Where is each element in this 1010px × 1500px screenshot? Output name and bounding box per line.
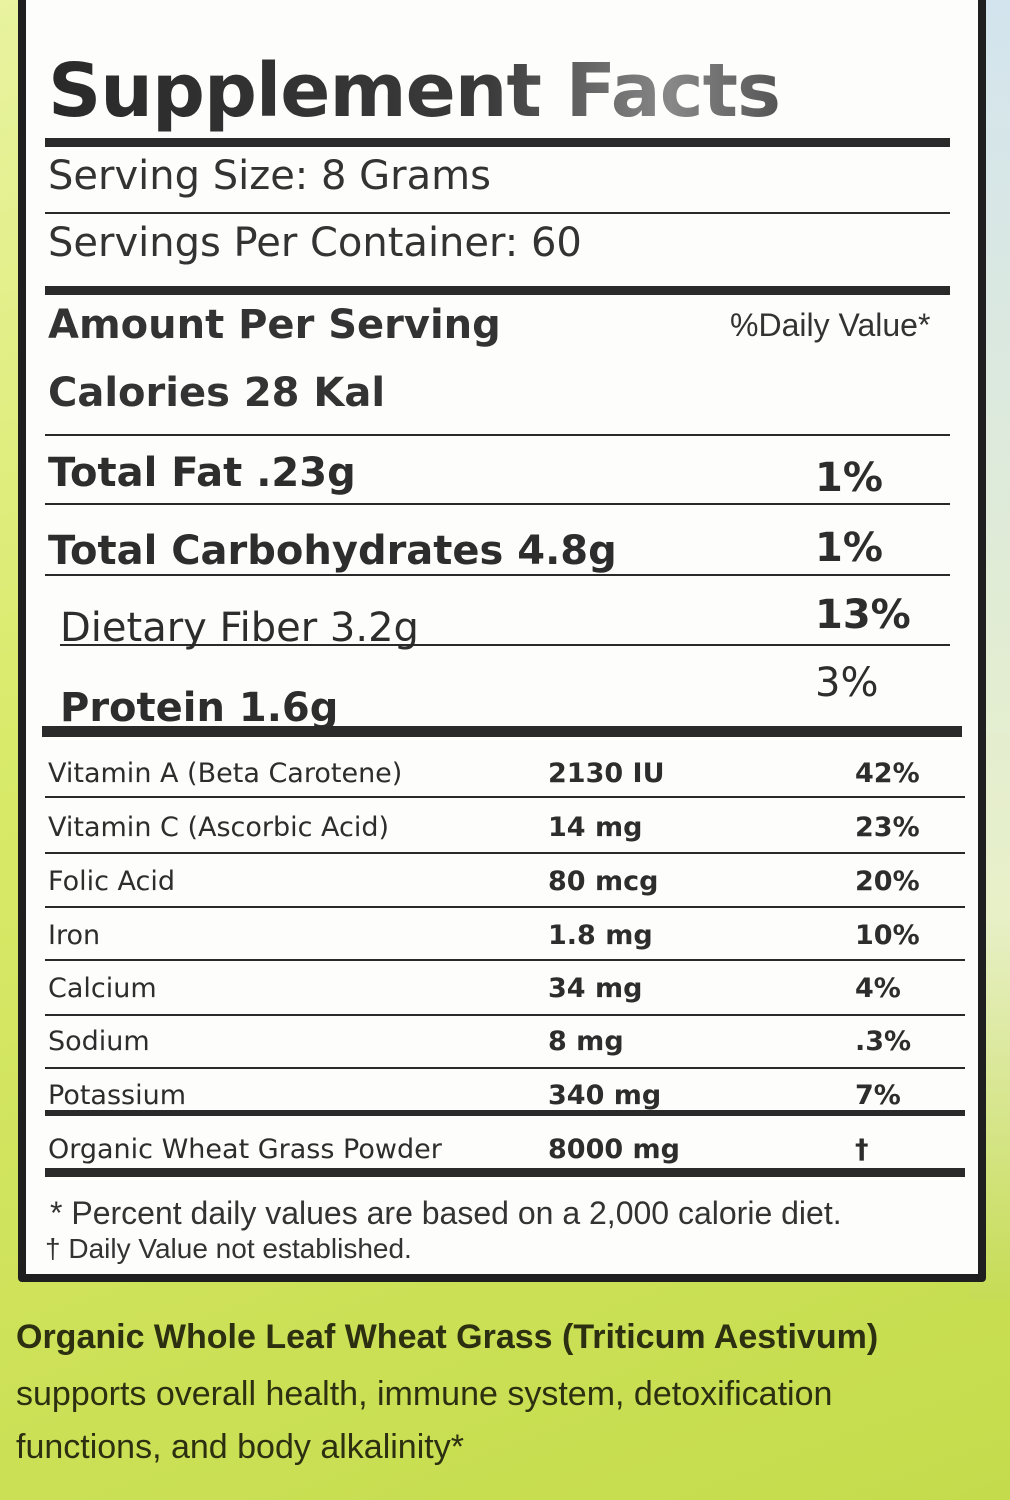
footnote-not-established: † Daily Value not established.	[45, 1233, 412, 1264]
nutrient-amount: 8000 mg	[548, 1134, 681, 1165]
nutrient-name: Iron	[48, 920, 101, 951]
nutrient-name: Organic Wheat Grass Powder	[48, 1134, 442, 1165]
nutrient-amount: 340 mg	[548, 1080, 662, 1111]
divider-thick	[42, 726, 962, 737]
panel-title: Supplement Facts	[48, 48, 781, 134]
nutrient-name: Calcium	[48, 973, 157, 1004]
nutrient-name: Vitamin A (Beta Carotene)	[48, 758, 403, 789]
amount-per-serving: Amount Per Serving	[48, 302, 501, 348]
nutrient-dv: 10%	[855, 920, 920, 951]
divider	[45, 503, 950, 505]
nutrient-name: Folic Acid	[48, 866, 175, 897]
nutrient-dv: .3%	[855, 1026, 912, 1057]
nutrient-amount: 1.8 mg	[548, 920, 653, 951]
nutrient-dv: 7%	[855, 1080, 901, 1111]
nutrient-dv: 4%	[855, 973, 901, 1004]
nutrient-amount: 2130 IU	[548, 758, 665, 789]
product-description-line2: functions, and body alkalinity*	[16, 1428, 464, 1466]
divider-thick	[45, 1168, 965, 1177]
nutrient-name: Vitamin C (Ascorbic Acid)	[48, 812, 390, 843]
nutrient-dv: 20%	[855, 866, 920, 897]
divider	[45, 212, 950, 214]
dietary-fiber-dv: 13%	[815, 592, 911, 638]
divider	[45, 1014, 965, 1016]
divider	[45, 906, 965, 908]
nutrient-name: Sodium	[48, 1026, 150, 1057]
dietary-fiber: Dietary Fiber 3.2g	[60, 605, 419, 651]
nutrient-amount: 34 mg	[548, 973, 643, 1004]
protein-dv: 3%	[815, 660, 879, 706]
divider	[45, 1067, 965, 1069]
product-description-line1: supports overall health, immune system, …	[16, 1375, 833, 1413]
divider	[45, 852, 965, 854]
nutrient-amount: 8 mg	[548, 1026, 624, 1057]
nutrient-name: Potassium	[48, 1080, 187, 1111]
divider	[45, 796, 965, 798]
calories: Calories 28 Kal	[48, 370, 386, 416]
divider	[45, 959, 965, 961]
total-carbohydrates: Total Carbohydrates 4.8g	[48, 528, 617, 574]
product-description-heading: Organic Whole Leaf Wheat Grass (Triticum…	[16, 1318, 879, 1356]
divider-thick	[45, 138, 950, 147]
total-fat: Total Fat .23g	[48, 450, 356, 496]
nutrient-amount: 80 mcg	[548, 866, 659, 897]
total-carbohydrates-dv: 1%	[815, 525, 883, 571]
divider	[45, 1110, 965, 1116]
divider-thick	[45, 286, 950, 295]
servings-per-container: Servings Per Container: 60	[48, 220, 582, 266]
serving-size: Serving Size: 8 Grams	[48, 153, 491, 199]
divider	[45, 574, 950, 576]
nutrient-amount: 14 mg	[548, 812, 643, 843]
daily-value-header: %Daily Value*	[730, 307, 931, 343]
nutrient-dv: 42%	[855, 758, 920, 789]
nutrient-dv: †	[855, 1134, 869, 1165]
divider	[45, 434, 950, 436]
divider	[60, 644, 950, 646]
nutrient-dv: 23%	[855, 812, 920, 843]
total-fat-dv: 1%	[815, 455, 883, 501]
protein: Protein 1.6g	[60, 685, 339, 731]
footnote-percent-daily: * Percent daily values are based on a 2,…	[50, 1195, 842, 1231]
